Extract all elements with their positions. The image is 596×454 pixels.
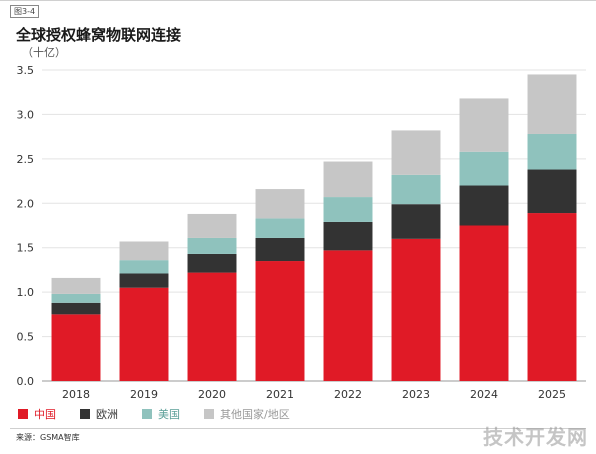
bar-segment (119, 287, 169, 381)
y-tick-label: 3.5 (17, 64, 35, 77)
legend-swatch (80, 409, 90, 419)
legend-swatch (204, 409, 214, 419)
bar-segment (51, 314, 101, 381)
x-tick-label: 2020 (198, 388, 226, 401)
legend-label: 美国 (158, 408, 180, 421)
x-tick-label: 2018 (62, 388, 90, 401)
bar-segment (391, 204, 441, 239)
bar-segment (459, 151, 509, 186)
legend-label: 欧洲 (96, 408, 118, 421)
y-tick-label: 1.5 (17, 242, 35, 255)
legend-label: 中国 (34, 408, 56, 421)
bar-segment (255, 189, 305, 219)
x-tick-label: 2019 (130, 388, 158, 401)
x-tick-label: 2023 (402, 388, 430, 401)
bar-segment (255, 218, 305, 238)
bar-segment (51, 302, 101, 315)
bar-segment (459, 98, 509, 152)
bar-segment (391, 130, 441, 175)
chart-title: 全球授权蜂窝物联网连接 (16, 26, 182, 44)
top-rule (0, 0, 596, 1)
bar-segment (255, 261, 305, 381)
bar-segment (323, 197, 373, 222)
bar-segment (459, 185, 509, 226)
bar-segment (527, 133, 577, 170)
legend-swatch (142, 409, 152, 419)
chart-unit: （十亿） (22, 46, 66, 59)
y-tick-label: 2.0 (17, 197, 35, 210)
x-tick-label: 2024 (470, 388, 498, 401)
bar-segment (255, 237, 305, 262)
x-tick-label: 2021 (266, 388, 294, 401)
legend-item: 欧洲 (80, 406, 118, 422)
legend-item: 中国 (18, 406, 56, 422)
bar-segment (391, 238, 441, 381)
bar-segment (323, 221, 373, 251)
x-tick-label: 2025 (538, 388, 566, 401)
y-tick-label: 0.5 (17, 331, 35, 344)
y-tick-label: 0.0 (17, 375, 35, 388)
bar-segment (51, 277, 101, 294)
bar-segment (391, 174, 441, 205)
bar-segment (187, 213, 237, 238)
bar-segment (187, 253, 237, 273)
bar-segment (119, 241, 169, 261)
bar-segment (459, 225, 509, 381)
legend-item: 其他国家/地区 (204, 406, 290, 422)
bar-segment (323, 161, 373, 198)
legend-item: 美国 (142, 406, 180, 422)
bar-segment (187, 272, 237, 381)
source-note: 来源：GSMA智库 (16, 433, 80, 442)
legend-label: 其他国家/地区 (220, 408, 290, 421)
y-tick-label: 3.0 (17, 108, 35, 121)
bar-segment (119, 260, 169, 274)
bar-segment (527, 213, 577, 381)
source-rule (10, 428, 586, 429)
legend: 中国 欧洲 美国 其他国家/地区 (18, 406, 314, 422)
bar-segment (119, 273, 169, 288)
bar-segment (527, 74, 577, 134)
x-tick-label: 2022 (334, 388, 362, 401)
bar-segment (527, 169, 577, 214)
y-tick-label: 1.0 (17, 286, 35, 299)
y-tick-label: 2.5 (17, 153, 35, 166)
bar-segment (187, 237, 237, 254)
figure-label: 图3-4 (10, 5, 40, 18)
bar-segment (51, 293, 101, 303)
bar-segment (323, 250, 373, 381)
legend-swatch (18, 409, 28, 419)
watermark: 技术开发网 (483, 425, 588, 449)
